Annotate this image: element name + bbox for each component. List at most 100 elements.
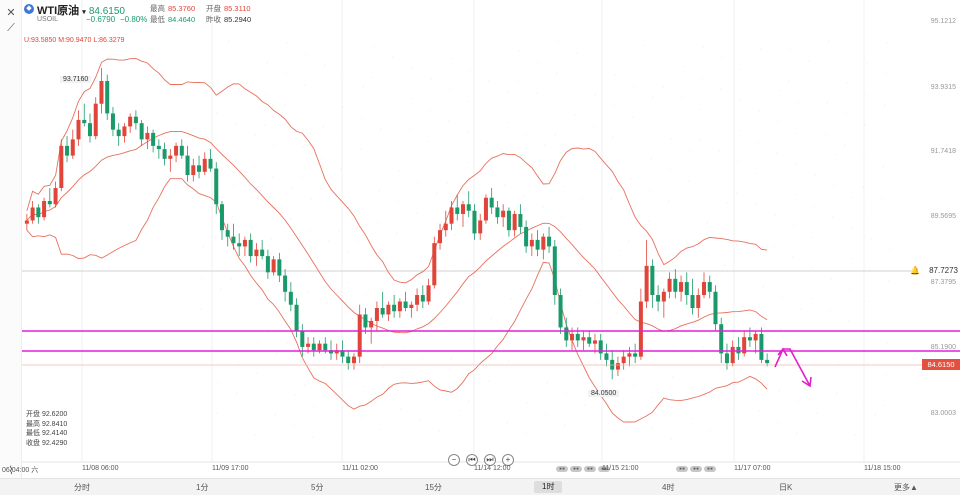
candle-body — [627, 353, 632, 357]
watermark-dot — [487, 111, 489, 113]
event-marker[interactable]: ●● — [690, 466, 702, 472]
watermark-dot — [536, 92, 538, 94]
watermark-dot — [597, 301, 599, 303]
event-marker[interactable]: ●● — [584, 466, 596, 472]
watermark-dot — [631, 147, 633, 149]
watermark-dot — [360, 148, 362, 150]
y-tick: 85.1900 — [930, 344, 956, 351]
event-marker[interactable]: ●● — [598, 466, 610, 472]
watermark-dot — [789, 49, 791, 51]
candle-body — [564, 327, 569, 341]
watermark-dot — [506, 422, 508, 424]
tf-tick[interactable]: 分时 — [74, 483, 90, 492]
watermark-dot — [647, 251, 649, 253]
watermark-dot — [654, 334, 656, 336]
watermark-dot — [321, 157, 323, 159]
watermark-dot — [507, 91, 509, 93]
event-marker[interactable]: ●● — [570, 466, 582, 472]
open-stat: 开盘 85.3110 — [206, 4, 251, 13]
bell-icon[interactable]: 🔔 — [910, 266, 920, 275]
watermark-dot — [775, 183, 777, 185]
chevron-down-icon[interactable]: ▾ — [82, 9, 86, 16]
watermark-dot — [429, 109, 431, 111]
tf-daily[interactable]: 日K — [779, 483, 793, 492]
watermark-dot — [796, 432, 798, 434]
candle-body — [535, 239, 540, 250]
watermark-dot — [686, 242, 688, 244]
watermark-dot — [576, 52, 578, 54]
scroll-end-button[interactable]: ⏭ — [484, 454, 496, 466]
event-marker[interactable]: ●● — [704, 466, 716, 472]
watermark-dot — [855, 403, 857, 405]
candle-body — [638, 301, 643, 357]
event-markers[interactable]: ●● ●● ●● — [676, 466, 716, 472]
candle-body — [478, 220, 483, 234]
watermark-dot — [328, 240, 330, 242]
watermark-dot — [379, 159, 381, 161]
watermark-dot — [414, 274, 416, 276]
crosshair-icon[interactable]: ✕ — [6, 6, 16, 19]
watermark-dot — [304, 384, 306, 386]
candle-body — [656, 295, 661, 302]
tf-1hour[interactable]: 1时 — [534, 481, 563, 493]
y-tick: 91.7418 — [930, 148, 956, 155]
candle-body — [346, 356, 351, 364]
watermark-dot — [468, 400, 470, 402]
watermark-dot — [762, 286, 764, 288]
time-axis: 06 04:00 六 11/08 06:00 11/09 17:00 11/11… — [0, 462, 960, 476]
tf-5min[interactable]: 5分 — [311, 483, 324, 492]
candle-body — [82, 119, 87, 124]
watermark-dot — [499, 39, 501, 41]
watermark-dot — [629, 209, 631, 211]
watermark-dot — [581, 197, 583, 199]
ohlc-row: 收盘 92.4290 — [26, 439, 68, 447]
tf-1min[interactable]: 1分 — [196, 483, 209, 492]
scroll-start-button[interactable]: ⏮ — [466, 454, 478, 466]
event-marker[interactable]: ●● — [556, 466, 568, 472]
event-marker[interactable]: ●● — [676, 466, 688, 472]
watermark-dot — [235, 123, 237, 125]
ruler-icon[interactable]: ⌇ — [8, 464, 14, 477]
watermark-dot — [863, 155, 865, 157]
watermark-dot — [307, 291, 309, 293]
candle-body — [105, 81, 110, 114]
watermark-dot — [293, 425, 295, 427]
tf-more[interactable]: 更多▲ — [894, 483, 918, 492]
watermark-dot — [382, 366, 384, 368]
watermark-dot — [836, 392, 838, 394]
watermark-dot — [468, 100, 470, 102]
watermark-dot — [636, 292, 638, 294]
candle-body — [283, 275, 288, 292]
watermark-dot — [615, 43, 617, 45]
candle-body — [294, 304, 299, 331]
watermark-dot — [491, 287, 493, 289]
watermark-dot — [655, 303, 657, 305]
watermark-dot — [521, 257, 523, 259]
watermark-dot — [577, 321, 579, 323]
line-tool-icon[interactable]: ⟋ — [7, 21, 15, 34]
watermark-dot — [357, 241, 359, 243]
watermark-dot — [560, 248, 562, 250]
y-tick: 87.3795 — [930, 279, 956, 286]
watermark-dot — [777, 121, 779, 123]
event-markers[interactable]: ●● ●● ●● ●● — [556, 466, 610, 472]
watermark-dot — [257, 341, 259, 343]
arrow-head-up — [777, 347, 788, 357]
watermark-dot — [710, 398, 712, 400]
watermark-dot — [436, 192, 438, 194]
watermark-dot — [454, 234, 456, 236]
candle-body — [386, 304, 391, 315]
watermark-dot — [845, 113, 847, 115]
price-change-pct: −0.80% — [120, 15, 148, 24]
tf-15min[interactable]: 15分 — [425, 483, 442, 492]
watermark-dot — [688, 180, 690, 182]
tf-4hour[interactable]: 4时 — [662, 483, 675, 492]
zoom-in-button[interactable]: + — [502, 454, 514, 466]
candle-body — [541, 236, 546, 250]
watermark-dot — [507, 391, 509, 393]
watermark-dot — [411, 67, 413, 69]
watermark-dot — [650, 158, 652, 160]
symbol-name[interactable]: WTI原油 ▾ 84.6150 — [37, 5, 125, 17]
zoom-out-button[interactable]: − — [448, 454, 460, 466]
